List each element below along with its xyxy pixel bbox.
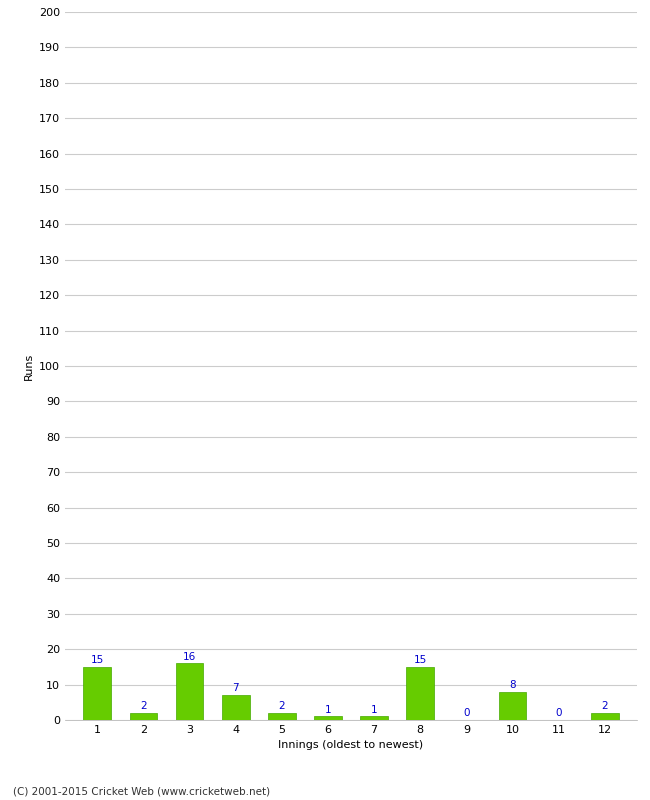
Text: (C) 2001-2015 Cricket Web (www.cricketweb.net): (C) 2001-2015 Cricket Web (www.cricketwe… <box>13 786 270 796</box>
Bar <box>591 713 619 720</box>
Bar <box>129 713 157 720</box>
Bar <box>499 692 526 720</box>
Text: 15: 15 <box>413 655 427 665</box>
Bar <box>360 717 388 720</box>
Text: 7: 7 <box>232 683 239 694</box>
Text: 1: 1 <box>370 705 378 714</box>
Text: 2: 2 <box>278 701 285 711</box>
Bar <box>222 695 250 720</box>
Bar <box>268 713 296 720</box>
Bar <box>406 667 434 720</box>
Text: 2: 2 <box>601 701 608 711</box>
Bar <box>314 717 342 720</box>
Text: 2: 2 <box>140 701 147 711</box>
Y-axis label: Runs: Runs <box>23 352 33 380</box>
Text: 1: 1 <box>324 705 332 714</box>
Bar <box>176 663 203 720</box>
Bar <box>83 667 111 720</box>
Text: 8: 8 <box>509 680 515 690</box>
Text: 0: 0 <box>463 708 469 718</box>
Text: 16: 16 <box>183 651 196 662</box>
X-axis label: Innings (oldest to newest): Innings (oldest to newest) <box>278 741 424 750</box>
Text: 0: 0 <box>555 708 562 718</box>
Text: 15: 15 <box>90 655 104 665</box>
